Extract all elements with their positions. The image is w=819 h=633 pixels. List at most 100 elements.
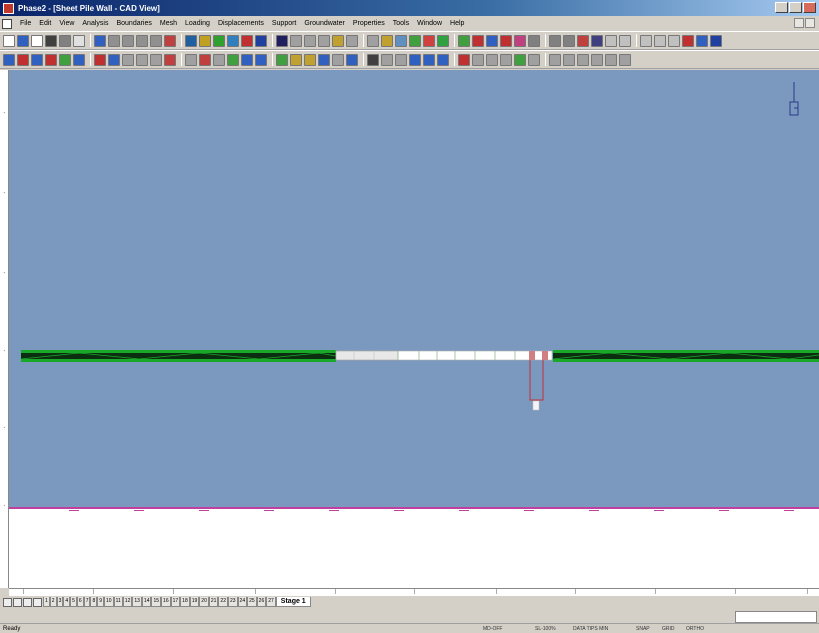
stage-tab[interactable]: 25 — [247, 597, 257, 607]
toolbar-tool-icon[interactable] — [395, 53, 407, 66]
stage-tab[interactable]: 12 — [122, 597, 133, 607]
toolbar-tool-icon[interactable] — [150, 34, 162, 47]
menu-groundwater[interactable]: Groundwater — [304, 20, 345, 27]
toolbar-tool-icon[interactable] — [710, 34, 722, 47]
toolbar-tool-icon[interactable] — [108, 34, 120, 47]
toolbar-tool-icon[interactable] — [591, 53, 603, 66]
toolbar-tool-icon[interactable] — [619, 34, 631, 47]
sheet-pile-wall-left[interactable] — [20, 350, 337, 362]
toolbar-tool-icon[interactable] — [17, 53, 29, 66]
toolbar-tool-icon[interactable] — [409, 34, 421, 47]
toolbar-tool-icon[interactable] — [199, 34, 211, 47]
toolbar-tool-icon[interactable] — [122, 53, 134, 66]
toolbar-tool-icon[interactable] — [514, 53, 526, 66]
document-icon[interactable] — [2, 18, 12, 29]
toolbar-tool-icon[interactable] — [164, 34, 176, 47]
toolbar-tool-icon[interactable] — [528, 53, 540, 66]
toolbar-tool-icon[interactable] — [668, 34, 680, 47]
tab-next-button[interactable] — [23, 597, 32, 607]
stage-tab[interactable]: 5 — [70, 597, 77, 607]
toolbar-tool-icon[interactable] — [108, 53, 120, 66]
stage-tab[interactable]: 24 — [237, 597, 248, 607]
toolbar-tool-icon[interactable] — [486, 34, 498, 47]
toolbar-tool-icon[interactable] — [318, 34, 330, 47]
doc-minimize-button[interactable] — [794, 18, 804, 28]
toolbar-tool-icon[interactable] — [486, 53, 498, 66]
toolbar-tool-icon[interactable] — [45, 34, 57, 47]
toolbar-tool-icon[interactable] — [17, 34, 29, 47]
tab-prev-button[interactable] — [13, 597, 22, 607]
toolbar-tool-icon[interactable] — [395, 34, 407, 47]
toolbar-tool-icon[interactable] — [472, 34, 484, 47]
menu-tools[interactable]: Tools — [392, 20, 410, 27]
toolbar-tool-icon[interactable] — [304, 53, 316, 66]
toolbar-tool-icon[interactable] — [528, 34, 540, 47]
menu-loading[interactable]: Loading — [185, 20, 210, 27]
toolbar-tool-icon[interactable] — [3, 34, 15, 47]
toolbar-tool-icon[interactable] — [423, 53, 435, 66]
stage-tab[interactable]: 6 — [76, 597, 84, 607]
toolbar-tool-icon[interactable] — [185, 34, 197, 47]
toolbar-tool-icon[interactable] — [276, 34, 288, 47]
toolbar-tool-icon[interactable] — [290, 34, 302, 47]
toolbar-tool-icon[interactable] — [255, 53, 267, 66]
toolbar-tool-icon[interactable] — [332, 53, 344, 66]
toolbar-tool-icon[interactable] — [304, 34, 316, 47]
menu-properties[interactable]: Properties — [352, 20, 385, 27]
toolbar-tool-icon[interactable] — [437, 53, 449, 66]
menu-help[interactable]: Help — [450, 20, 465, 27]
stage-tab[interactable]: 3 — [56, 597, 64, 607]
model-canvas[interactable] — [9, 70, 819, 507]
stage-tab[interactable]: 20 — [199, 597, 209, 607]
toolbar-tool-icon[interactable] — [255, 34, 267, 47]
tab-last-button[interactable] — [33, 597, 42, 607]
toolbar-tool-icon[interactable] — [577, 53, 589, 66]
toolbar-tool-icon[interactable] — [682, 34, 694, 47]
toolbar-tool-icon[interactable] — [59, 53, 71, 66]
toolbar-tool-icon[interactable] — [213, 34, 225, 47]
toolbar-tool-icon[interactable] — [458, 53, 470, 66]
toolbar-tool-icon[interactable] — [150, 53, 162, 66]
toolbar-tool-icon[interactable] — [472, 53, 484, 66]
toolbar-tool-icon[interactable] — [213, 53, 225, 66]
menu-analysis[interactable]: Analysis — [82, 20, 109, 27]
toolbar-tool-icon[interactable] — [437, 34, 449, 47]
menu-edit[interactable]: Edit — [39, 20, 52, 27]
stage-tab[interactable]: 26 — [256, 597, 267, 607]
stage-tab[interactable]: 7 — [83, 597, 91, 607]
toolbar-tool-icon[interactable] — [94, 53, 106, 66]
toolbar-tool-icon[interactable] — [367, 53, 379, 66]
menu-boundaries[interactable]: Boundaries — [116, 20, 152, 27]
toolbar-tool-icon[interactable] — [185, 53, 197, 66]
menu-view[interactable]: View — [59, 20, 75, 27]
toolbar-tool-icon[interactable] — [227, 34, 239, 47]
toolbar-tool-icon[interactable] — [381, 53, 393, 66]
toolbar-tool-icon[interactable] — [563, 53, 575, 66]
toolbar-tool-icon[interactable] — [164, 53, 176, 66]
stage-tab[interactable]: 21 — [208, 597, 219, 607]
toolbar-tool-icon[interactable] — [290, 53, 302, 66]
toolbar-tool-icon[interactable] — [122, 34, 134, 47]
toolbar-tool-icon[interactable] — [654, 34, 666, 47]
toolbar-tool-icon[interactable] — [591, 34, 603, 47]
toolbar-tool-icon[interactable] — [31, 34, 43, 47]
toolbar-tool-icon[interactable] — [73, 53, 85, 66]
toolbar-tool-icon[interactable] — [346, 53, 358, 66]
toolbar-tool-icon[interactable] — [458, 34, 470, 47]
stage-tab[interactable]: 18 — [180, 597, 190, 607]
stage-tab[interactable]: 9 — [97, 597, 105, 607]
minimize-button[interactable] — [775, 2, 788, 13]
excavation-outline[interactable] — [529, 360, 544, 411]
menu-file[interactable]: File — [20, 20, 32, 27]
menu-mesh[interactable]: Mesh — [159, 20, 178, 27]
model-viewport[interactable] — [9, 70, 819, 507]
menu-support[interactable]: Support — [271, 20, 297, 27]
toolbar-tool-icon[interactable] — [619, 53, 631, 66]
toolbar-tool-icon[interactable] — [94, 34, 106, 47]
toolbar-tool-icon[interactable] — [577, 34, 589, 47]
stage-tab[interactable]: 22 — [218, 597, 228, 607]
toolbar-tool-icon[interactable] — [500, 34, 512, 47]
toolbar-tool-icon[interactable] — [136, 53, 148, 66]
stage-tab-active[interactable]: Stage 1 — [275, 597, 311, 607]
toolbar-tool-icon[interactable] — [73, 34, 85, 47]
